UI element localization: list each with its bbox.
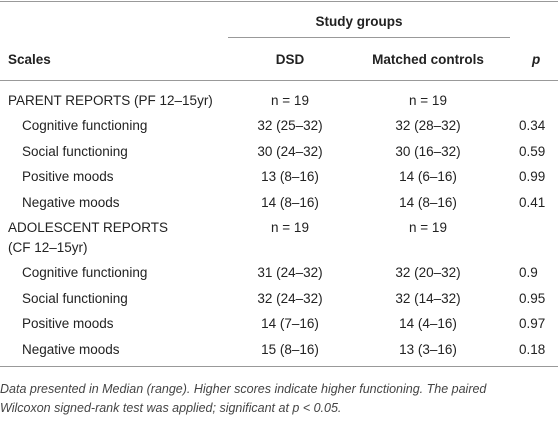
top-rule (0, 1, 558, 2)
scale-name: Positive moods (22, 316, 114, 331)
p-value: 0.18 (519, 341, 546, 357)
group-rule (228, 37, 510, 38)
scale-name: Negative moods (22, 341, 120, 357)
section-label: PARENT REPORTS (PF 12–15yr) (8, 93, 213, 108)
scale-name: Social functioning (22, 143, 128, 159)
p-value: 0.34 (519, 118, 546, 133)
sample-size: n = 19 (271, 93, 309, 108)
median-range: 14 (4–16) (399, 316, 457, 331)
scale-name: Cognitive functioning (22, 118, 148, 133)
median-range: 30 (16–32) (395, 143, 461, 159)
column-header: DSD (275, 52, 305, 67)
sample-size: n = 19 (271, 220, 309, 235)
scale-name: Negative moods (22, 194, 120, 210)
p-value: 0.95 (519, 290, 546, 306)
scale-name: Cognitive functioning (22, 265, 148, 280)
median-range: 30 (24–32) (257, 143, 323, 159)
median-range: 32 (28–32) (395, 118, 461, 133)
bottom-rule (0, 366, 558, 367)
median-range: 13 (3–16) (399, 341, 457, 357)
header-rule (0, 80, 558, 81)
median-range: 14 (8–16) (261, 194, 319, 210)
median-range: 14 (8–16) (399, 194, 457, 210)
group-header: Study groups (315, 14, 403, 29)
section-label: ADOLESCENT REPORTS (8, 220, 169, 235)
p-value: 0.99 (519, 169, 546, 184)
p-value: 0.97 (519, 316, 546, 331)
median-range: 32 (20–32) (395, 265, 461, 280)
median-range: 14 (7–16) (261, 316, 319, 331)
scale-name: Social functioning (22, 290, 128, 306)
section-label: (CF 12–15yr) (8, 240, 88, 255)
scale-name: Positive moods (22, 169, 114, 184)
p-value: 0.41 (519, 194, 546, 210)
median-range: 32 (14–32) (395, 290, 461, 306)
sample-size: n = 19 (409, 93, 447, 108)
footnote: Wilcoxon signed-rank test was applied; s… (0, 401, 342, 415)
sample-size: n = 19 (409, 220, 447, 235)
column-header: p (532, 52, 541, 67)
p-value: 0.59 (519, 143, 546, 159)
column-header: Scales (8, 52, 51, 67)
median-range: 32 (25–32) (257, 118, 323, 133)
footnote: Data presented in Median (range). Higher… (0, 382, 487, 396)
median-range: 14 (6–16) (399, 169, 457, 184)
median-range: 31 (24–32) (257, 265, 323, 280)
column-header: Matched controls (372, 52, 484, 67)
median-range: 15 (8–16) (261, 341, 319, 357)
p-value: 0.9 (519, 265, 538, 280)
median-range: 32 (24–32) (257, 290, 323, 306)
median-range: 13 (8–16) (261, 169, 319, 184)
